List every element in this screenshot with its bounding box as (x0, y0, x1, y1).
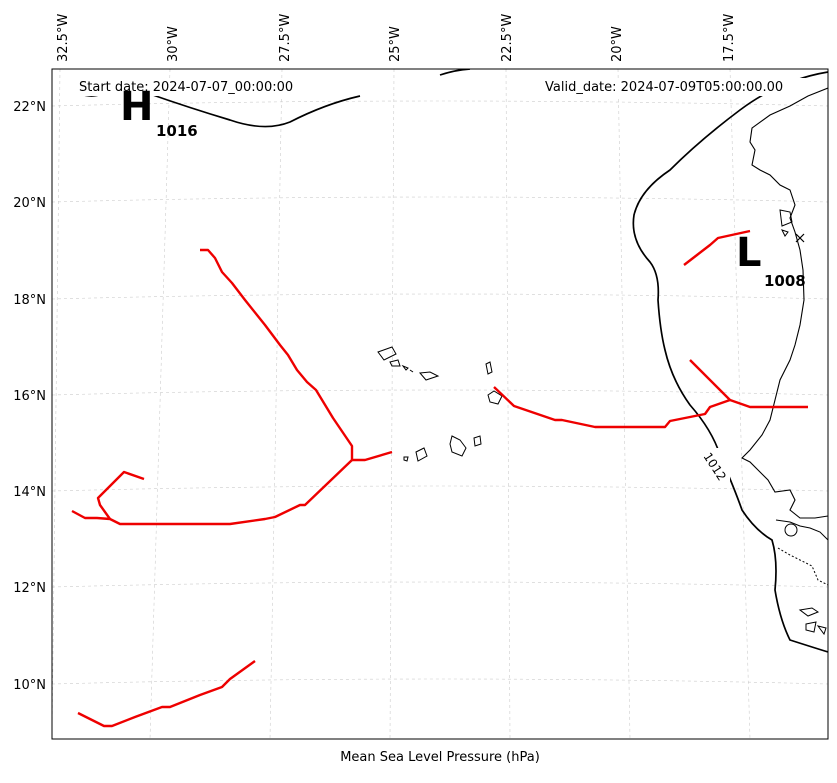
lat-label-12n: 12°N (13, 581, 46, 596)
island-sao-nicolau (418, 371, 440, 381)
island-sal (485, 361, 493, 375)
map-frame-bg (52, 69, 828, 739)
map-frame (51, 68, 829, 740)
meridian-30w (149, 69, 171, 739)
lat-label-20n: 20°N (13, 196, 46, 211)
island-fogo (415, 447, 428, 462)
lat-label-16n: 16°N (13, 389, 46, 404)
island-brava (403, 456, 409, 462)
start-date-label: Start date: 2024-07-07_00:00:00 (79, 80, 293, 95)
island-sao-vicente (389, 359, 401, 367)
trough-southwest (77, 660, 256, 728)
lat-label-10n: 10°N (13, 678, 46, 693)
meridian-20w (617, 69, 631, 739)
lat-label-18n: 18°N (13, 293, 46, 308)
header-right-bg (542, 78, 806, 96)
lon-label-20w: 20°W (610, 26, 625, 62)
parallel-12n (52, 581, 828, 588)
parallel-22n (52, 100, 828, 107)
trough-west-south (71, 459, 353, 526)
meridian-32-5w (52, 69, 61, 739)
trough-east-north (683, 229, 751, 266)
island-santa-luzia (401, 364, 409, 371)
valid-date-label: Valid_date: 2024-07-09T05:00:00.00 (545, 80, 783, 95)
low-pressure-value: 1008 (764, 272, 806, 290)
parallel-20n (52, 196, 828, 203)
island-santo-antao (377, 346, 397, 361)
meridian-17-5w (729, 69, 751, 739)
low-center-marker (795, 233, 805, 243)
parallel-14n (52, 485, 828, 492)
contour-label-bg (702, 448, 730, 484)
lon-label-30w: 30°W (166, 26, 181, 62)
trough-west-main (200, 248, 393, 462)
parallel-18n (52, 293, 828, 300)
high-pressure-letter: H (120, 84, 153, 130)
coastline-africa (741, 87, 828, 519)
island-bijagos (784, 523, 798, 537)
low-pressure-letter: L (736, 230, 762, 276)
trough-east-branch (689, 359, 731, 401)
high-pressure-value: 1016 (156, 122, 198, 140)
islands-mauritania-coast (779, 209, 793, 237)
lon-label-32-5w: 32.5°W (56, 14, 71, 62)
islands-guinea-coast (798, 607, 827, 636)
island-santiago (449, 435, 467, 457)
longitude-labels: 32.5°W 30°W 27.5°W 25°W 22.5°W 20°W 17.5… (56, 14, 737, 62)
lon-label-25w: 25°W (388, 26, 403, 62)
graticule (52, 69, 828, 739)
parallel-10n (52, 678, 828, 685)
trough-west-hook (96, 470, 145, 520)
trough-east-main (493, 386, 808, 429)
island-islets (409, 369, 414, 373)
lon-label-22-5w: 22.5°W (500, 14, 515, 62)
meridian-27-5w (269, 69, 283, 739)
map-caption: Mean Sea Level Pressure (hPa) (340, 750, 540, 765)
coastline-gambia (775, 519, 828, 541)
header-left-bg (76, 78, 316, 96)
island-boa-vista (487, 390, 503, 405)
latitude-labels: 22°N 20°N 18°N 16°N 14°N 12°N 10°N (13, 100, 46, 693)
lon-label-17-5w: 17.5°W (722, 14, 737, 62)
meridian-22-5w (505, 69, 511, 739)
lon-label-27-5w: 27.5°W (278, 14, 293, 62)
isobar-high-south (149, 93, 361, 128)
meridian-25w (389, 69, 395, 739)
cape-verde-islands (377, 346, 503, 462)
lat-label-22n: 22°N (13, 100, 46, 115)
island-maio (473, 435, 482, 447)
parallel-16n (52, 389, 828, 396)
trough-lines (71, 229, 808, 728)
isobar-1012 (632, 71, 828, 653)
lat-label-14n: 14°N (13, 485, 46, 500)
